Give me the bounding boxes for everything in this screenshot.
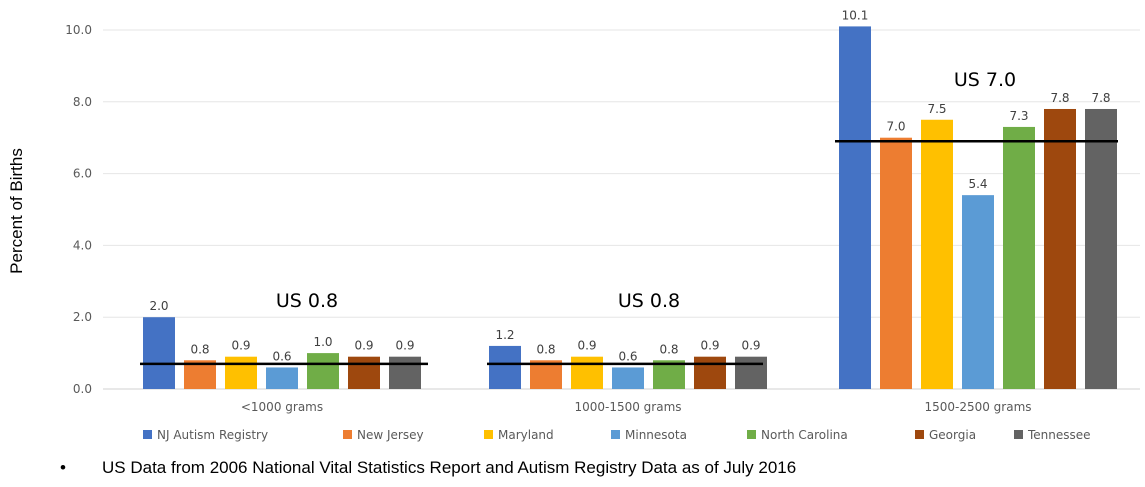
us-average-label: US 0.8 [276,290,338,312]
bar-0-0 [143,317,175,389]
y-tick-label: 6.0 [73,167,92,181]
legend-label: North Carolina [761,428,848,442]
y-tick-label: 10.0 [65,23,92,37]
data-label: 5.4 [968,177,987,191]
data-label: 1.0 [313,335,332,349]
legend-label: Maryland [498,428,554,442]
data-label: 7.8 [1050,91,1069,105]
data-label: 10.1 [842,8,869,22]
data-label: 0.9 [354,339,373,353]
bar-0-3 [266,367,298,389]
legend-swatch-3 [611,430,620,439]
data-label: 7.8 [1091,91,1110,105]
data-label: 0.9 [577,339,596,353]
us-average-label: US 7.0 [954,69,1016,91]
data-label: 7.0 [886,120,905,134]
bar-2-4 [1003,126,1035,390]
x-category-label: 1000-1500 grams [574,400,681,414]
x-category-label: 1500-2500 grams [924,400,1031,414]
bar-chart: 0.0 2.0 4.0 6.0 8.0 10.0 Percent of Births 2.0 0… [7,8,1140,442]
bar-1-3 [612,367,644,389]
data-label: 0.8 [659,342,678,356]
bar-2-5 [1044,108,1076,389]
data-label: 0.8 [190,342,209,356]
data-label: 7.5 [927,102,946,116]
data-label: 0.6 [272,349,291,363]
legend-label: New Jersey [357,428,424,442]
legend-label: Minnesota [625,428,687,442]
bar-2-1 [880,137,912,389]
legend-label: Tennessee [1027,428,1091,442]
data-label: 7.3 [1009,109,1028,123]
y-tick-label: 0.0 [73,382,92,396]
bar-0-6 [389,356,421,389]
data-label: 0.9 [700,339,719,353]
data-label: 0.9 [395,339,414,353]
data-label: 1.2 [495,328,514,342]
legend-swatch-0 [143,430,152,439]
bar-2-6 [1085,108,1117,389]
data-label: 0.9 [231,339,250,353]
legend-swatch-6 [1014,430,1023,439]
data-label: 2.0 [149,299,168,313]
legend-swatch-2 [484,430,493,439]
data-label: 0.8 [536,342,555,356]
x-category-label: <1000 grams [241,400,323,414]
bar-1-0 [489,345,521,389]
y-axis-label: Percent of Births [7,148,26,274]
legend-swatch-5 [915,430,924,439]
bar-0-4 [307,353,339,389]
footnote-bullet: • [60,458,66,477]
bar-2-2 [921,119,953,389]
bar-2-3 [962,195,994,389]
y-tick-label: 8.0 [73,95,92,109]
legend-label: NJ Autism Registry [157,428,268,442]
bar-1-2 [571,356,603,389]
bar-0-5 [348,356,380,389]
bar-1-5 [694,356,726,389]
legend-swatch-4 [747,430,756,439]
y-tick-label: 4.0 [73,238,92,252]
bar-0-2 [225,356,257,389]
legend-swatch-1 [343,430,352,439]
data-label: 0.6 [618,349,637,363]
y-tick-label: 2.0 [73,310,92,324]
bar-2-0 [839,26,871,389]
us-average-label: US 0.8 [618,290,680,312]
data-label: 0.9 [741,339,760,353]
bar-1-6 [735,356,767,389]
legend-label: Georgia [929,428,976,442]
footnote-text: US Data from 2006 National Vital Statist… [102,458,797,477]
